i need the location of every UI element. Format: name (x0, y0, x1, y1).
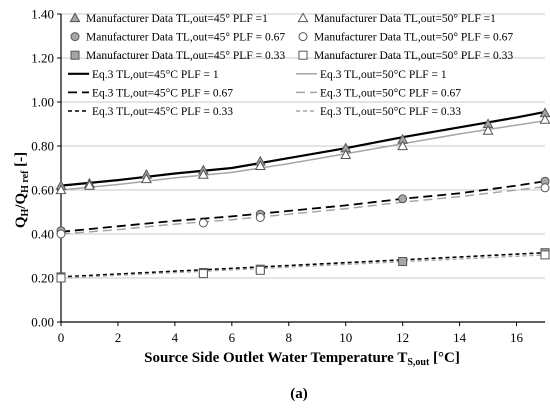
y-tick-label: 0.60 (31, 183, 54, 198)
series-line-3 (60, 180, 546, 233)
data-point-series-6 (198, 269, 208, 279)
legend-label: Manufacturer Data TL,out=45° PLF = 0.67 (86, 32, 285, 44)
legend-label: Eq.3 TL,out=45°C PLF = 0.33 (92, 106, 233, 118)
x-tick-label: 12 (396, 330, 409, 345)
data-point-series-2 (340, 149, 352, 159)
data-point-series-2 (254, 160, 266, 170)
data-point-series-2 (55, 184, 67, 195)
series-lines (60, 110, 546, 279)
legend-label: Eq.3 TL,out=45°C PLF = 1 (92, 69, 219, 81)
data-point-series-2 (84, 179, 95, 190)
legend-marker (70, 32, 80, 42)
legend-marker (70, 50, 80, 60)
data-point-series-2 (140, 173, 152, 184)
x-tick-label: 6 (229, 330, 236, 345)
data-point-series-4 (540, 183, 550, 193)
legend-label: Manufacturer Data TL,out=50° PLF = 0.67 (314, 32, 513, 44)
x-tick-label: 16 (510, 330, 524, 345)
series-line-4 (60, 185, 546, 235)
legend-label: Eq.3 TL,out=45°C PLF = 0.67 (92, 87, 233, 99)
x-tick-label: 0 (58, 330, 65, 345)
x-axis-label: Source Side Outlet Water Temperature TS,… (144, 350, 460, 368)
x-tick-label: 14 (453, 330, 467, 345)
series-line-6 (60, 254, 546, 279)
data-point-series-4 (255, 213, 265, 222)
data-point-series-3 (398, 194, 408, 204)
data-point-series-2 (482, 124, 494, 135)
y-axis-label: QH/QH ref [-] (13, 152, 31, 228)
data-point-series-2 (539, 113, 550, 124)
legend-marker (298, 32, 308, 42)
y-tick-label: 0.80 (31, 139, 54, 154)
x-tick-label: 8 (286, 330, 293, 345)
x-tick-label: 4 (172, 330, 179, 345)
series-line-5 (60, 251, 546, 278)
legend: Manufacturer Data TL,out=45° PLF =1 Manuf… (68, 12, 513, 118)
data-point-series-6 (255, 265, 265, 275)
y-tick-label: 1.00 (31, 95, 54, 110)
legend-label: Eq.3 TL,out=50°C PLF = 1 (320, 69, 447, 81)
legend-label: Manufacturer Data TL,out=45° PLF =1 (86, 13, 268, 25)
y-tick-label: 0.20 (31, 271, 54, 286)
series-line-1 (60, 110, 546, 187)
y-tick-label: 1.20 (31, 51, 54, 66)
data-point-series-6 (540, 250, 550, 260)
figure-caption: (a) (290, 386, 308, 402)
data-point-series-4 (56, 229, 66, 239)
data-point-series-5 (398, 257, 408, 266)
series-markers (55, 107, 550, 283)
legend-label: Eq.3 TL,out=50°C PLF = 0.33 (320, 106, 461, 118)
data-point-series-6 (56, 273, 66, 283)
data-point-series-2 (397, 140, 409, 151)
legend-label: Manufacturer Data TL,out=50° PLF = 0.33 (314, 50, 513, 62)
data-point-series-2 (197, 168, 209, 179)
legend-marker (69, 12, 81, 23)
legend-label: Manufacturer Data TL,out=45° PLF = 0.33 (86, 50, 285, 62)
y-tick-label: 1.40 (31, 7, 54, 22)
legend-marker (298, 50, 308, 60)
legend-label: Eq.3 TL,out=50°C PLF = 0.67 (320, 87, 461, 99)
axes: 0.00 0.20 0.40 0.60 0.80 1.00 1.20 1.40 0 2 4 6 8 10 1… (31, 7, 545, 345)
x-tick-label: 10 (339, 330, 352, 345)
legend-marker (297, 12, 309, 23)
legend-label: Manufacturer Data TL,out=50° PLF =1 (314, 13, 496, 25)
x-tick-label: 2 (115, 330, 122, 345)
data-point-series-4 (198, 218, 208, 228)
y-tick-label: 0.40 (31, 227, 54, 242)
y-tick-label: 0.00 (31, 315, 54, 330)
